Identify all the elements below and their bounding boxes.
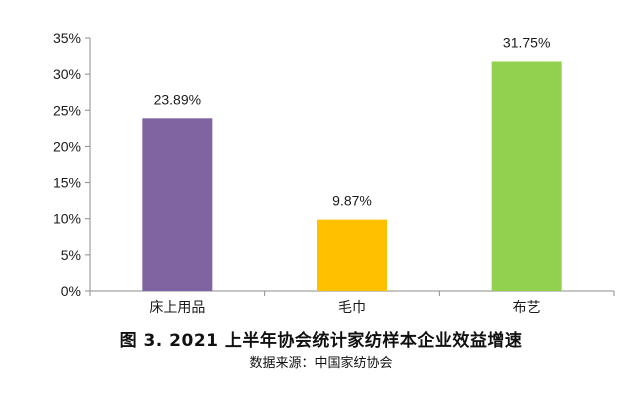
bar [317,219,387,291]
labels: 23.89% 床上用品 9.87% 毛巾 31.75% 布艺 [149,34,550,316]
bar [491,61,562,291]
y-tick-label: 15% [53,175,81,191]
x-category-label: 毛巾 [338,300,366,316]
data-label: 31.75% [503,34,550,50]
y-tick-label: 25% [53,102,81,118]
y-tick-label: 30% [53,66,81,82]
chart-title: 图 3. 2021 上半年协会统计家纺样本企业效益增速 [119,331,523,351]
y-tick-label: 10% [53,211,81,227]
data-label: 9.87% [332,193,372,209]
bar [142,118,213,292]
chart-source-note: 数据来源：中国家纺协会 [249,356,393,371]
y-tick-label: 35% [53,30,81,46]
x-category-label: 床上用品 [149,300,205,316]
data-label: 23.89% [154,91,201,107]
bars [142,61,562,292]
y-tick-label: 20% [53,138,81,154]
y-tick-label: 0% [61,283,81,299]
y-tick-label: 5% [61,247,81,263]
x-category-label: 布艺 [513,300,541,316]
